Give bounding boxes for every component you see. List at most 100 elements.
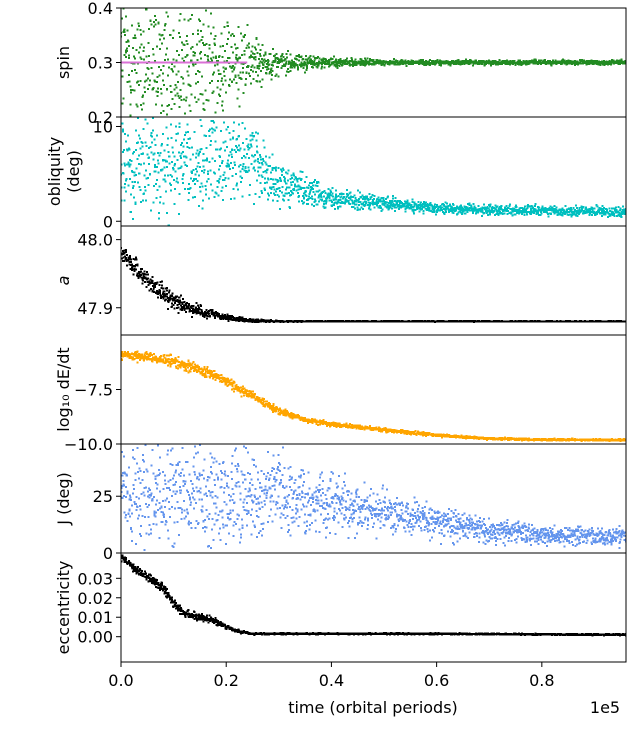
obliquity-point: [203, 169, 206, 172]
a-point: [164, 293, 167, 296]
obliquity-point: [330, 194, 333, 197]
spin-point: [573, 62, 576, 65]
obliquity-point: [542, 207, 545, 210]
obliquity-point: [447, 207, 450, 210]
spin-point: [318, 57, 321, 60]
spin-point: [368, 61, 371, 64]
spin-point: [436, 59, 439, 62]
spin-point: [163, 59, 166, 61]
spin-point: [121, 69, 124, 72]
obliquity-point: [163, 149, 166, 152]
spin-point: [244, 84, 247, 87]
obliquity-point: [538, 206, 541, 209]
obliquity-point: [387, 195, 389, 198]
obliquity-point: [177, 167, 180, 170]
spin-point: [123, 28, 126, 31]
obliquity-point: [220, 161, 223, 164]
a-point: [127, 256, 130, 259]
obliquity-point: [465, 208, 468, 211]
spin-point: [138, 25, 140, 27]
obliquity-point: [340, 195, 343, 198]
spin-point: [161, 33, 164, 36]
spin-point: [607, 63, 610, 66]
obliquity-point: [144, 169, 147, 172]
obliquity-point: [322, 195, 325, 198]
a-point: [141, 282, 144, 285]
obliquity-point: [532, 211, 535, 214]
obliquity-point: [391, 197, 394, 200]
spin-point: [380, 63, 383, 66]
obliquity-point: [183, 138, 186, 141]
obliquity-point: [511, 208, 514, 211]
obliquity-point: [326, 197, 329, 200]
obliquity-point: [353, 203, 356, 206]
spin-point: [160, 34, 163, 37]
obliquity-point: [244, 156, 247, 159]
spin-point: [171, 68, 173, 71]
obliquity-point: [312, 184, 315, 187]
spin-point: [183, 112, 186, 115]
spin-point: [321, 58, 324, 61]
obliquity-point: [601, 209, 603, 212]
spin-point: [400, 60, 403, 63]
obliquity-point: [611, 207, 613, 210]
spin-point: [305, 68, 308, 71]
obliquity-point: [142, 199, 145, 202]
obliquity-point: [198, 174, 201, 177]
obliquity-point: [169, 123, 172, 126]
obliquity-point: [421, 206, 424, 209]
a-point: [138, 273, 141, 275]
obliquity-point: [236, 146, 239, 149]
obliquity-point: [256, 151, 259, 154]
spin-point: [222, 66, 225, 69]
spin-point: [392, 60, 395, 63]
obliquity-point: [220, 190, 223, 193]
spin-point: [256, 51, 259, 54]
spin-point: [203, 109, 206, 112]
obliquity-point: [136, 158, 139, 160]
obliquity-point: [337, 194, 340, 197]
obliquity-point: [413, 212, 416, 215]
obliquity-point: [177, 132, 179, 135]
obliquity-point: [248, 146, 251, 149]
spin-point: [285, 60, 288, 63]
obliquity-point: [489, 205, 492, 208]
spin-point: [461, 59, 464, 62]
obliquity-point: [296, 185, 299, 188]
obliquity-point: [419, 203, 421, 206]
spin-point: [223, 70, 225, 73]
spin-point: [128, 80, 131, 83]
spin-point: [157, 87, 160, 90]
obliquity-point: [472, 202, 475, 205]
spin-point: [253, 46, 256, 49]
obliquity-point: [213, 121, 215, 124]
obliquity-point: [483, 203, 485, 206]
obliquity-point: [146, 122, 149, 125]
spin-point: [233, 43, 236, 46]
obliquity-point: [425, 205, 428, 207]
obliquity-point: [368, 202, 371, 205]
obliquity-point: [184, 187, 186, 190]
spin-point: [208, 44, 211, 46]
obliquity-point: [196, 179, 199, 182]
a-point: [162, 287, 164, 290]
spin-point: [185, 96, 188, 99]
obliquity-point: [311, 182, 314, 184]
obliquity-point: [194, 173, 197, 176]
spin-point: [280, 54, 283, 57]
obliquity-point: [468, 202, 471, 205]
obliquity-point: [444, 209, 447, 212]
spin-point: [349, 64, 351, 67]
obliquity-point: [574, 208, 577, 211]
obliquity-point: [613, 213, 616, 215]
obliquity-point: [481, 207, 484, 210]
a-point: [199, 312, 201, 315]
obliquity-point: [291, 181, 294, 184]
obliquity-point: [290, 184, 293, 187]
obliquity-point: [474, 209, 477, 212]
spin-point: [255, 71, 258, 74]
obliquity-point: [288, 206, 291, 209]
spin-point: [121, 75, 124, 78]
obliquity-point: [349, 198, 352, 201]
